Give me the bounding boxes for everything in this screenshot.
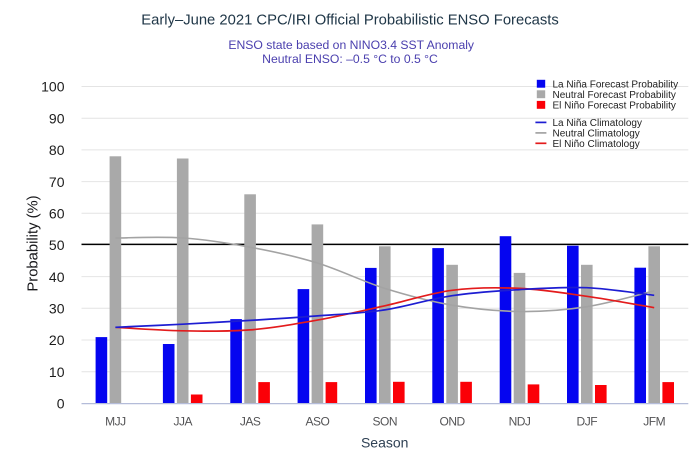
svg-text:70: 70 [49,174,65,190]
svg-text:Early–June 2021 CPC/IRI Offici: Early–June 2021 CPC/IRI Official Probabi… [141,12,559,28]
svg-text:Season: Season [361,435,408,451]
svg-text:JJA: JJA [174,415,193,429]
svg-text:El Niño Forecast Probability: El Niño Forecast Probability [553,100,676,111]
svg-text:Probability (%): Probability (%) [25,195,41,291]
svg-text:0: 0 [57,396,65,412]
svg-text:MJJ: MJJ [105,415,126,429]
svg-text:NDJ: NDJ [509,415,531,429]
svg-text:OND: OND [440,415,466,429]
svg-text:80: 80 [49,142,65,158]
svg-text:20: 20 [49,332,65,348]
svg-text:ENSO state based on NINO3.4 SS: ENSO state based on NINO3.4 SST Anomaly [228,38,475,52]
svg-text:Neutral Forecast Probability: Neutral Forecast Probability [553,90,676,101]
svg-text:La Niña Forecast Probability: La Niña Forecast Probability [553,79,679,90]
svg-text:10: 10 [49,364,65,380]
svg-text:SON: SON [373,415,398,429]
svg-text:JAS: JAS [240,415,261,429]
svg-text:ASO: ASO [305,415,329,429]
svg-text:Neutral Climatology: Neutral Climatology [553,129,640,140]
svg-text:60: 60 [49,206,65,222]
svg-text:JFM: JFM [643,415,665,429]
svg-text:50: 50 [49,237,65,253]
svg-text:40: 40 [49,269,65,285]
svg-text:100: 100 [41,79,65,95]
svg-text:30: 30 [49,301,65,317]
svg-text:El Niño Climatology: El Niño Climatology [553,139,640,150]
svg-text:90: 90 [49,110,65,126]
svg-text:DJF: DJF [577,415,598,429]
svg-text:La Niña Climatology: La Niña Climatology [553,118,643,129]
svg-text:Neutral ENSO: –0.5 °C to 0.5 °: Neutral ENSO: –0.5 °C to 0.5 °C [262,52,438,66]
